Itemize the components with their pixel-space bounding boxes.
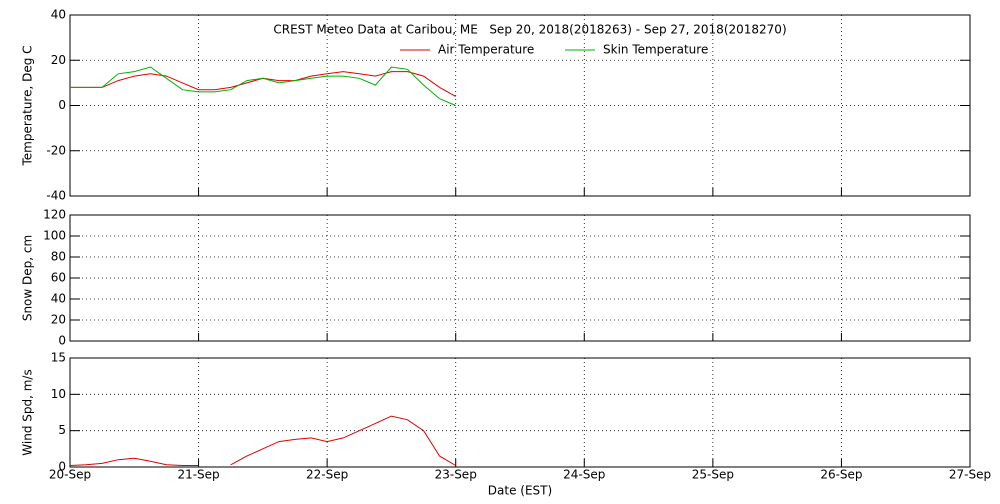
data-line xyxy=(69,415,456,466)
y-tick-label: 5 xyxy=(58,423,66,437)
y-axis-label: Snow Dep, cm xyxy=(21,235,35,321)
chart-title: CREST Meteo Data at Caribou, ME Sep 20, … xyxy=(273,23,786,37)
legend-label: Skin Temperature xyxy=(603,43,708,57)
y-tick-label: 0 xyxy=(58,460,66,474)
x-axis-label: Date (EST) xyxy=(488,484,552,498)
y-tick-label: -20 xyxy=(46,143,66,157)
x-tick-label: 25-Sep xyxy=(692,468,734,482)
plot-frame xyxy=(69,357,971,468)
y-tick-label: 10 xyxy=(51,387,66,401)
y-tick-label: 0 xyxy=(58,334,66,348)
y-axis-label: Temperature, Deg C xyxy=(21,45,35,166)
y-tick-label: -40 xyxy=(46,189,66,203)
y-tick-label: 80 xyxy=(51,250,66,264)
y-tick-label: 120 xyxy=(43,208,66,222)
x-tick-label: 23-Sep xyxy=(435,468,477,482)
x-tick-label: 21-Sep xyxy=(177,468,219,482)
y-tick-label: 20 xyxy=(51,53,66,67)
y-tick-label: 0 xyxy=(58,98,66,112)
y-axis-label: Wind Spd, m/s xyxy=(21,369,35,455)
data-line xyxy=(70,71,456,97)
x-tick-label: 20-Sep xyxy=(49,468,91,482)
y-tick-label: 40 xyxy=(51,292,66,306)
y-tick-label: 60 xyxy=(51,271,66,285)
x-tick-label: 27-Sep xyxy=(949,468,991,482)
x-tick-label: 22-Sep xyxy=(306,468,348,482)
y-tick-label: 100 xyxy=(43,229,66,243)
data-line xyxy=(70,66,456,106)
y-tick-label: 20 xyxy=(51,313,66,327)
x-tick-label: 26-Sep xyxy=(820,468,862,482)
legend-label: Air Temperature xyxy=(438,43,534,57)
y-tick-label: 40 xyxy=(51,8,66,22)
y-tick-label: 15 xyxy=(51,351,66,365)
x-tick-label: 24-Sep xyxy=(563,468,605,482)
